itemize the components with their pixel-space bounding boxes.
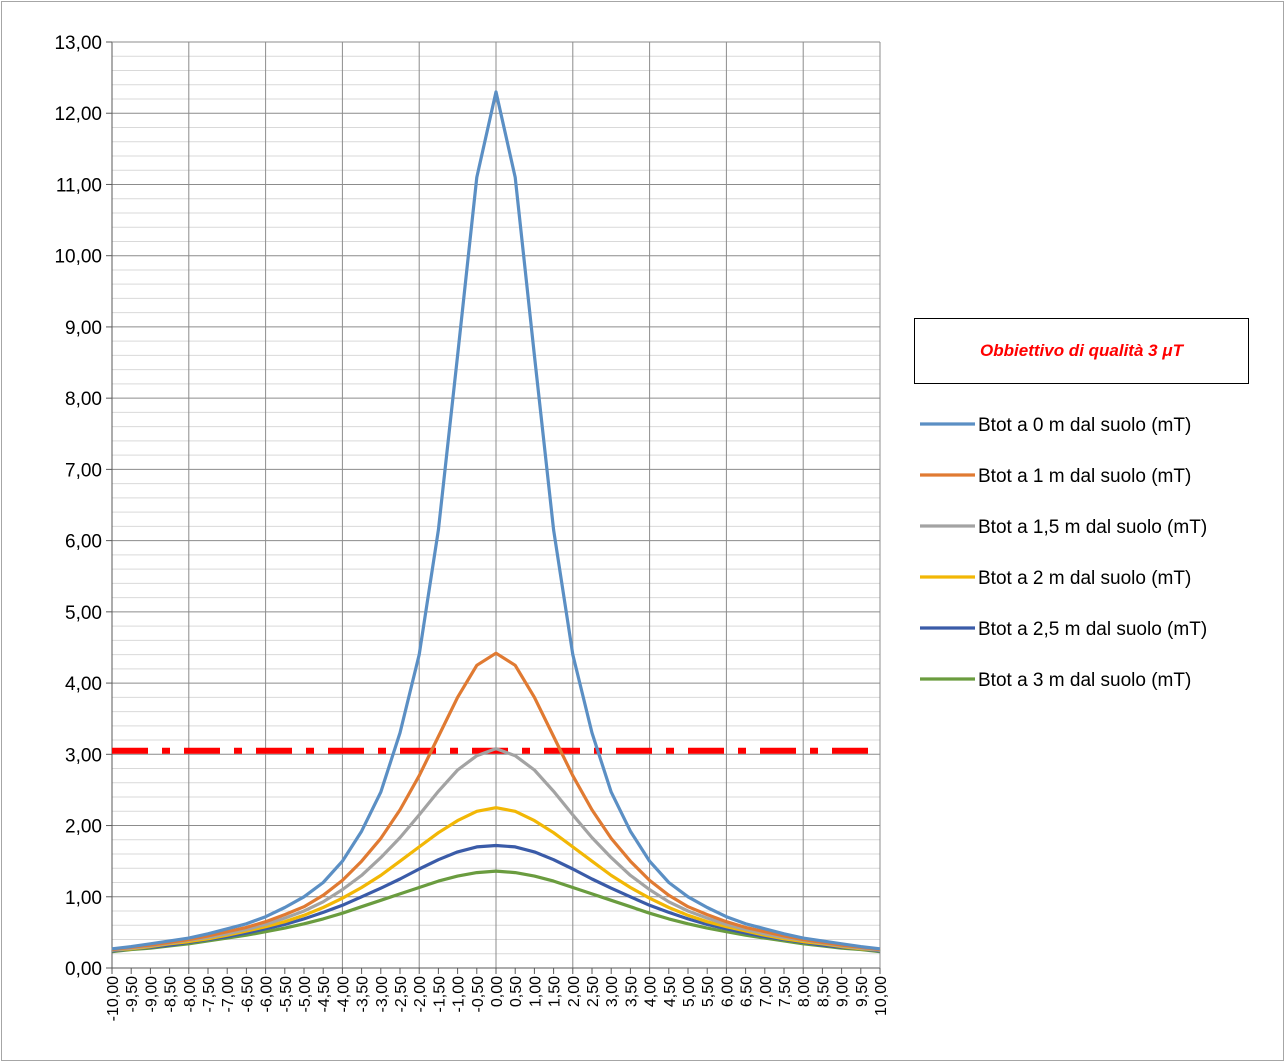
x-tick-label: -5,50 [278, 976, 295, 1013]
x-tick-label: 3,50 [623, 976, 640, 1007]
legend-label: Btot a 2 m dal suolo (mT) [978, 568, 1191, 589]
x-tick-label: -4,50 [316, 976, 333, 1013]
legend-label: Btot a 3 m dal suolo (mT) [978, 670, 1191, 691]
x-tick-label: 1,00 [527, 976, 544, 1007]
y-tick-label: 4,00 [65, 674, 102, 695]
x-tick-label: 7,00 [758, 976, 775, 1007]
x-tick-label: -2,00 [412, 976, 429, 1013]
x-tick-label: -6,00 [259, 976, 276, 1013]
legend-label: Btot a 1,5 m dal suolo (mT) [978, 517, 1207, 538]
x-tick-label: 2,50 [585, 976, 602, 1007]
legend-label: Btot a 1 m dal suolo (mT) [978, 466, 1191, 487]
x-tick-label: 6,50 [739, 976, 756, 1007]
y-tick-label: 8,00 [65, 389, 102, 410]
series-line [111, 843, 881, 953]
x-tick-label: 4,50 [662, 976, 679, 1007]
y-tick-label: 13,00 [54, 33, 102, 54]
x-tick-label: 9,50 [854, 976, 871, 1007]
x-tick-label: -0,50 [470, 976, 487, 1013]
y-tick-label: 12,00 [54, 104, 102, 125]
x-tick-labels: -10,00 -9,50 -9,00 -8,50 -8,00 -7,50 -7,00 -6,5… [105, 976, 890, 1021]
series-line [111, 869, 881, 954]
x-tick-label: -2,50 [393, 976, 410, 1013]
x-tick-label: -7,00 [220, 976, 237, 1013]
x-tick-label: -9,50 [124, 976, 141, 1013]
y-tick-label: 11,00 [56, 175, 102, 196]
x-tick-label: -9,00 [143, 976, 160, 1013]
legend: Btot a 0 m dal suolo (mT) Btot a 1 m dal … [920, 415, 1207, 691]
x-tick-label: -6,50 [239, 976, 256, 1013]
series-line [111, 651, 881, 952]
y-tick-label: 2,00 [65, 817, 102, 838]
y-tick-label: 9,00 [65, 318, 102, 339]
quality-objective-label: Obbiettivo di qualità 3 μT [980, 341, 1183, 360]
x-tick-label: -1,00 [451, 976, 468, 1013]
y-tick-label: 1,00 [65, 888, 102, 909]
x-tick-label: -10,00 [105, 976, 122, 1021]
quality-objective-box: Obbiettivo di qualità 3 μT [914, 318, 1249, 384]
x-tick-label: -3,50 [355, 976, 372, 1013]
legend-label: Btot a 0 m dal suolo (mT) [978, 415, 1191, 436]
x-tick-label: 2,00 [566, 976, 583, 1007]
series-line [111, 90, 881, 951]
x-tick-label: -1,50 [431, 976, 448, 1013]
x-tick-label: 8,00 [796, 976, 813, 1007]
x-tick-label: 3,00 [604, 976, 621, 1007]
series-line [111, 746, 881, 952]
x-tick-label: 5,50 [700, 976, 717, 1007]
y-tick-label: 10,00 [54, 247, 102, 268]
x-tick-label: -4,00 [335, 976, 352, 1013]
x-tick-label: -8,00 [182, 976, 199, 1013]
y-tick-label: 5,00 [65, 603, 102, 624]
x-tick-label: 4,00 [643, 976, 660, 1007]
x-tick-label: 0,50 [508, 976, 525, 1007]
x-tick-label: 5,00 [681, 976, 698, 1007]
x-tick-label: 7,50 [777, 976, 794, 1007]
y-tick-label: 7,00 [65, 460, 102, 481]
x-tick-label: 6,00 [719, 976, 736, 1007]
x-tick-label: -7,50 [201, 976, 218, 1013]
legend-label: Btot a 2,5 m dal suolo (mT) [978, 619, 1207, 640]
x-tick-label: -8,50 [163, 976, 180, 1013]
axes [106, 41, 881, 974]
y-tick-label: 6,00 [65, 532, 102, 553]
x-tick-label: -3,00 [374, 976, 391, 1013]
series-lines [111, 90, 881, 954]
y-tick-label: 3,00 [65, 745, 102, 766]
y-tick-label: 0,00 [65, 959, 102, 980]
x-tick-label: 0,00 [489, 976, 506, 1007]
major-gridlines [112, 41, 880, 968]
x-tick-label: -5,00 [297, 976, 314, 1013]
x-tick-label: 8,50 [815, 976, 832, 1007]
x-tick-label: 9,00 [835, 976, 852, 1007]
x-tick-label: 10,00 [873, 976, 890, 1016]
y-tick-labels: 0,00 1,00 2,00 3,00 4,00 5,00 6,00 7,00 8,00 9,00… [54, 33, 102, 980]
x-tick-label: 1,50 [547, 976, 564, 1007]
